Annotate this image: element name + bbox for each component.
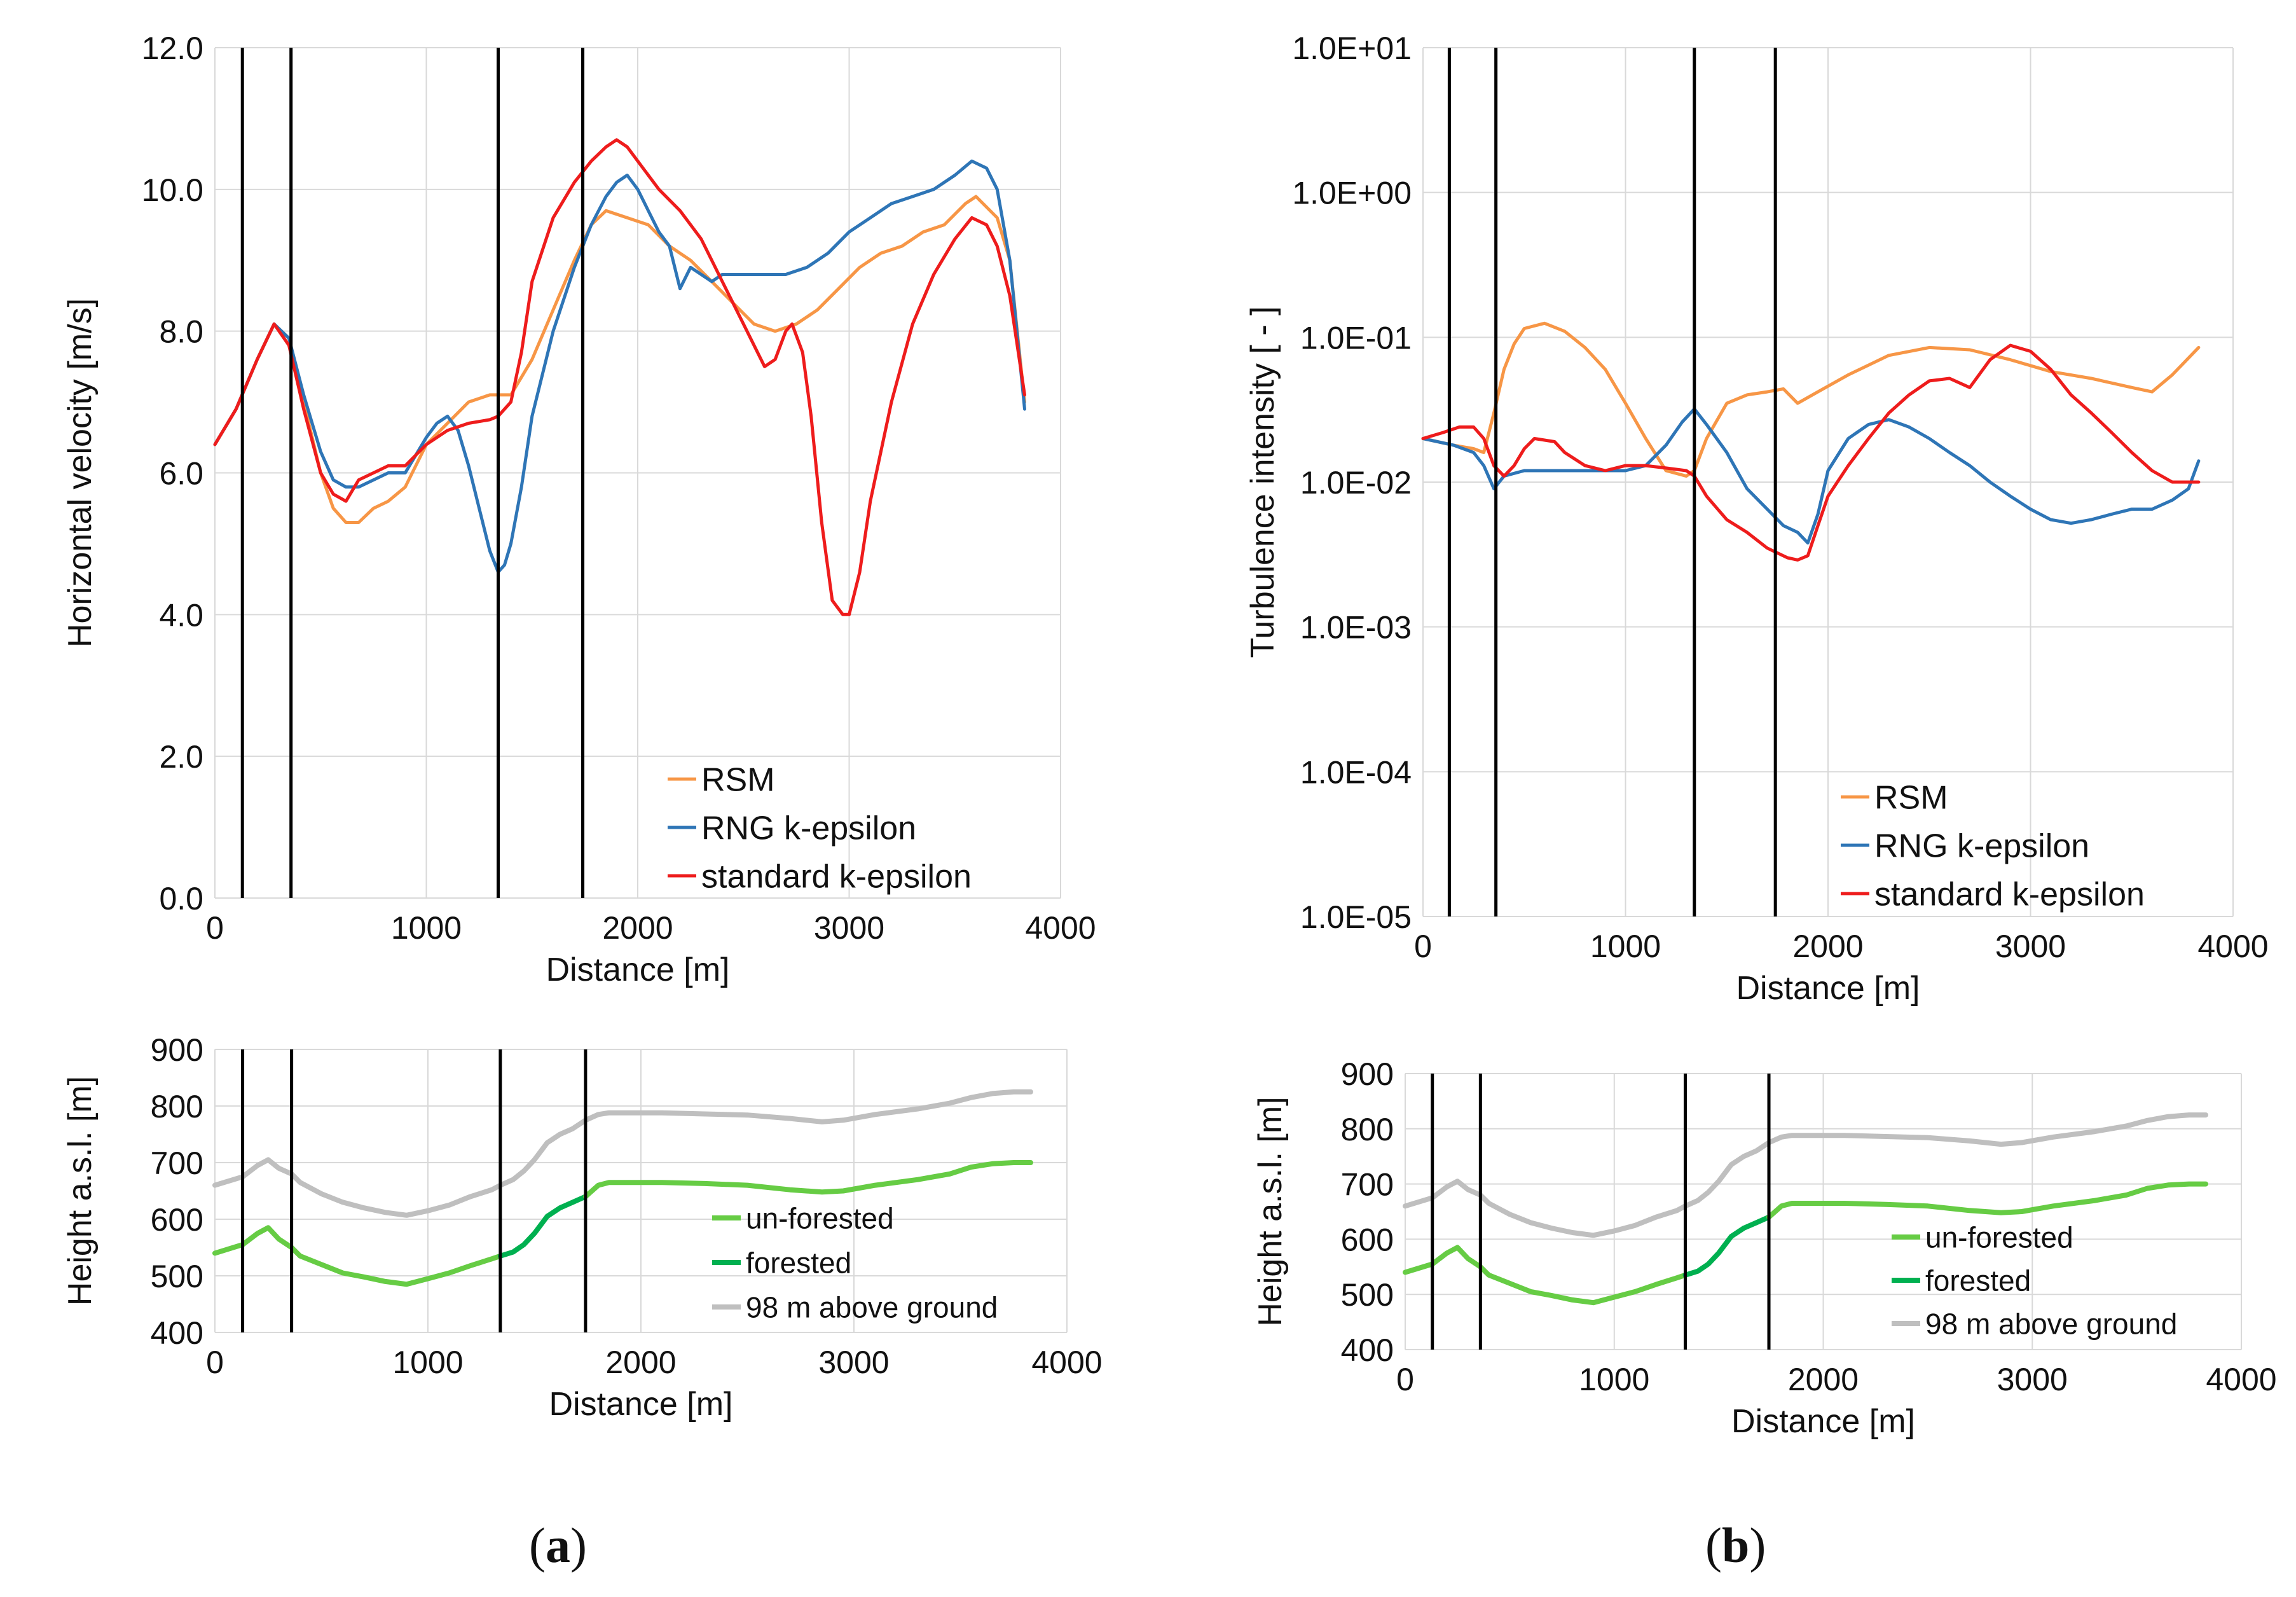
a-terrain-legend-label: forested xyxy=(746,1247,851,1280)
a-velocity-xtick-label: 2000 xyxy=(602,910,673,946)
b-turbulence-xtick-label: 0 xyxy=(1414,929,1432,964)
b-terrain-series-un-forested xyxy=(1766,1181,2209,1220)
a-velocity-xtick-label: 4000 xyxy=(1025,910,1096,946)
a-terrain-ytick-label: 400 xyxy=(151,1315,203,1351)
a-terrain-xtick-label: 3000 xyxy=(818,1345,889,1380)
a-velocity-xtick-label: 1000 xyxy=(391,910,462,946)
b-terrain-xtick-label: 2000 xyxy=(1788,1362,1859,1397)
a-terrain-xtick-label: 0 xyxy=(206,1345,224,1380)
a-velocity-legend-label: RNG k-epsilon xyxy=(701,810,916,847)
a-terrain-ytick-label: 500 xyxy=(151,1259,203,1294)
b-terrain-xtick-label: 1000 xyxy=(1579,1362,1649,1397)
a-velocity-ytick-label: 2.0 xyxy=(159,739,203,775)
a-velocity-series-rng-k-epsilon xyxy=(213,159,1026,574)
a-velocity-legend-label: standard k-epsilon xyxy=(701,859,972,895)
b-turbulence-ytick-label: 1.0E-03 xyxy=(1300,610,1412,646)
panel-label-a: (a) xyxy=(529,1517,587,1573)
b-turbulence-ytick-label: 1.0E+00 xyxy=(1292,176,1412,211)
b-turbulence-legend-label: RNG k-epsilon xyxy=(1874,828,2089,865)
b-turbulence-ylabel: Turbulence intensity [ - ] xyxy=(1244,307,1281,658)
a-velocity-ytick-label: 4.0 xyxy=(159,597,203,633)
a-terrain-series-forested xyxy=(497,1194,588,1259)
a-terrain-xlabel: Distance [m] xyxy=(549,1386,733,1423)
b-terrain-ytick-label: 700 xyxy=(1341,1167,1394,1203)
b-turbulence-series-rng-k-epsilon xyxy=(1421,407,2201,545)
a-velocity-legend-label: RSM xyxy=(701,762,775,799)
b-terrain-ytick-label: 600 xyxy=(1341,1222,1394,1257)
a-terrain-legend-label: un-forested xyxy=(746,1202,894,1235)
a-velocity-ytick-label: 10.0 xyxy=(142,172,203,208)
b-terrain-legend-label: 98 m above ground xyxy=(1925,1308,2177,1341)
b-terrain-ylabel: Height a.s.l. [m] xyxy=(1252,1096,1289,1326)
a-terrain-xtick-label: 4000 xyxy=(1031,1345,1102,1380)
a-terrain-xtick-label: 2000 xyxy=(605,1345,676,1380)
a-velocity-ytick-label: 0.0 xyxy=(159,881,203,916)
a-terrain-ytick-label: 700 xyxy=(151,1145,203,1181)
a-terrain-series-un-forested xyxy=(212,1225,503,1287)
a-terrain-ytick-label: 600 xyxy=(151,1202,203,1238)
a-terrain-xtick-label: 1000 xyxy=(392,1345,463,1380)
a-velocity-series-standard-k-epsilon xyxy=(213,138,1026,616)
b-turbulence-xtick-label: 3000 xyxy=(1995,929,2066,964)
b-terrain-legend-label: forested xyxy=(1925,1264,2031,1297)
b-turbulence-legend-label: RSM xyxy=(1874,780,1948,817)
b-terrain-xlabel: Distance [m] xyxy=(1731,1403,1915,1440)
a-velocity-series-rsm xyxy=(213,195,1026,524)
a-terrain-legend-label: 98 m above ground xyxy=(746,1291,998,1324)
b-terrain-series-un-forested xyxy=(1403,1245,1688,1306)
a-velocity-ylabel: Horizontal velocity [m/s] xyxy=(62,298,99,647)
b-turbulence-ytick-label: 1.0E+01 xyxy=(1292,31,1412,66)
panel-label-b: (b) xyxy=(1705,1517,1766,1573)
a-velocity-ytick-label: 6.0 xyxy=(159,456,203,492)
b-terrain-legend-label: un-forested xyxy=(1925,1221,2073,1254)
b-turbulence-ytick-label: 1.0E-02 xyxy=(1300,465,1412,501)
a-terrain-series-un-forested xyxy=(582,1160,1033,1199)
b-terrain-xtick-label: 3000 xyxy=(1997,1362,2068,1397)
a-terrain-ytick-label: 800 xyxy=(151,1089,203,1124)
b-terrain-xtick-label: 0 xyxy=(1396,1362,1414,1397)
b-turbulence-ytick-label: 1.0E-04 xyxy=(1300,754,1412,790)
b-turbulence-xlabel: Distance [m] xyxy=(1736,970,1920,1007)
a-velocity-ytick-label: 8.0 xyxy=(159,314,203,350)
b-turbulence-ytick-label: 1.0E-05 xyxy=(1300,899,1412,935)
b-turbulence-xtick-label: 4000 xyxy=(2197,929,2268,964)
b-terrain-series-98-m-above-ground xyxy=(1403,1112,2209,1238)
b-turbulence-series-rsm xyxy=(1421,321,2201,478)
a-terrain-ytick-label: 900 xyxy=(151,1032,203,1068)
a-velocity-xtick-label: 0 xyxy=(206,910,224,946)
b-turbulence-ytick-label: 1.0E-01 xyxy=(1300,320,1412,356)
b-terrain-series-forested xyxy=(1682,1214,1771,1278)
a-velocity-ytick-label: 12.0 xyxy=(142,31,203,66)
b-terrain-ytick-label: 800 xyxy=(1341,1112,1394,1147)
b-turbulence-series-standard-k-epsilon xyxy=(1421,343,2201,562)
b-terrain-ytick-label: 500 xyxy=(1341,1277,1394,1313)
b-turbulence-xtick-label: 2000 xyxy=(1792,929,1863,964)
b-terrain-xtick-label: 4000 xyxy=(2206,1362,2276,1397)
b-turbulence-xtick-label: 1000 xyxy=(1590,929,1661,964)
b-terrain-ytick-label: 400 xyxy=(1341,1332,1394,1368)
a-terrain-ylabel: Height a.s.l. [m] xyxy=(62,1076,99,1306)
a-velocity-xlabel: Distance [m] xyxy=(546,951,730,988)
b-terrain-ytick-label: 900 xyxy=(1341,1056,1394,1092)
b-turbulence-legend-label: standard k-epsilon xyxy=(1874,876,2145,913)
a-velocity-xtick-label: 3000 xyxy=(814,910,884,946)
a-terrain-series-98-m-above-ground xyxy=(212,1089,1033,1218)
